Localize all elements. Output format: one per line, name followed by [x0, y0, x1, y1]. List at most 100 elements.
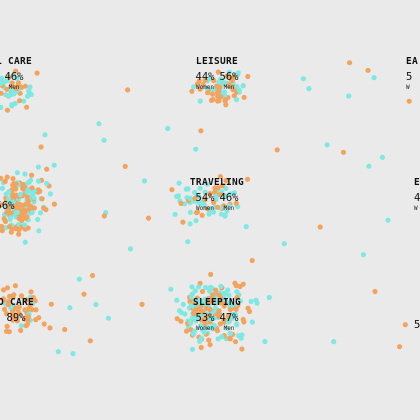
- dot-work: [26, 179, 32, 185]
- dot-stray: [51, 162, 57, 168]
- dot-work: [21, 207, 27, 213]
- dot-traveling: [169, 187, 175, 193]
- dot-stray: [139, 301, 145, 307]
- dot-stray: [281, 241, 287, 247]
- dot-leisure: [226, 82, 232, 88]
- dot-stray: [125, 87, 131, 93]
- dot-sleeping: [221, 292, 227, 298]
- dot-stray: [324, 142, 330, 148]
- dot-personal-care: [2, 79, 8, 85]
- dot-sleeping: [213, 287, 219, 293]
- dot-sleeping: [189, 315, 195, 321]
- dot-personal-care: [13, 68, 19, 74]
- dot-traveling: [174, 193, 180, 199]
- dot-sleeping: [202, 296, 208, 302]
- dot-stray: [249, 257, 255, 264]
- dot-personal-care: [24, 104, 30, 110]
- dot-sleeping: [198, 323, 204, 329]
- dot-traveling: [187, 195, 193, 201]
- dot-sleeping: [174, 297, 180, 303]
- dot-traveling: [192, 195, 198, 201]
- dot-household-care: [12, 312, 18, 318]
- dot-work: [17, 191, 23, 198]
- dot-traveling: [206, 211, 212, 217]
- dot-stray: [346, 93, 352, 99]
- dot-household-care: [33, 317, 39, 323]
- dot-traveling: [227, 191, 233, 197]
- dot-leisure: [210, 96, 216, 103]
- dot-sleeping: [211, 322, 217, 328]
- dot-sleeping: [219, 334, 225, 340]
- dot-work: [7, 216, 13, 222]
- dot-work: [4, 174, 10, 180]
- dot-work: [23, 215, 29, 221]
- dot-stray: [122, 163, 128, 169]
- dot-sleeping: [202, 320, 208, 326]
- dot-household-care: [28, 289, 34, 295]
- dot-traveling: [211, 199, 217, 205]
- dot-traveling: [183, 186, 189, 192]
- dot-sleeping: [194, 297, 201, 303]
- dot-personal-care: [15, 82, 21, 88]
- dot-personal-care: [0, 104, 4, 110]
- dot-sleeping: [232, 339, 239, 345]
- dot-stray: [101, 137, 107, 143]
- dot-traveling: [176, 180, 182, 186]
- dot-leisure: [207, 75, 213, 82]
- dot-household-care: [5, 298, 11, 305]
- dot-work: [10, 176, 16, 182]
- dot-stray: [76, 276, 82, 282]
- dot-work: [19, 202, 26, 208]
- dot-household-care: [18, 323, 24, 329]
- dot-personal-care: [9, 103, 15, 109]
- dot-sleeping: [224, 325, 230, 331]
- dot-work: [6, 196, 12, 202]
- dot-stray: [127, 246, 134, 252]
- dot-stray: [81, 291, 87, 297]
- dot-traveling: [213, 193, 220, 199]
- dot-stray: [189, 346, 196, 352]
- dot-stray: [365, 67, 371, 73]
- dot-sleeping: [198, 335, 204, 341]
- dot-household-care: [47, 325, 53, 331]
- dot-leisure: [191, 84, 197, 90]
- dot-sleeping: [206, 337, 212, 343]
- dot-leisure: [210, 91, 216, 97]
- dot-sleeping: [234, 295, 240, 301]
- dot-work: [35, 164, 42, 170]
- dot-sleeping: [176, 308, 183, 314]
- dot-personal-care: [26, 89, 32, 95]
- dot-household-care: [4, 323, 10, 329]
- dot-stray: [172, 211, 178, 217]
- dot-traveling: [208, 206, 214, 212]
- dot-sleeping: [226, 292, 232, 298]
- dot-sleeping: [193, 307, 199, 313]
- dot-traveling: [221, 193, 228, 199]
- dot-work: [44, 180, 50, 186]
- dot-work: [0, 228, 5, 234]
- dot-sleeping: [239, 332, 245, 338]
- dot-traveling: [207, 191, 213, 197]
- dot-traveling: [204, 181, 210, 187]
- dot-leisure: [224, 73, 230, 79]
- dot-leisure: [245, 73, 251, 80]
- dot-work: [22, 239, 28, 245]
- dot-sleeping: [201, 316, 207, 322]
- dot-work: [16, 216, 22, 222]
- dot-stray: [371, 75, 377, 81]
- dot-sleeping: [215, 336, 221, 342]
- dot-sleeping: [207, 316, 213, 322]
- dot-traveling: [231, 190, 237, 196]
- dot-stray: [145, 215, 152, 221]
- dot-leisure: [209, 87, 215, 93]
- dot-stray: [274, 147, 280, 153]
- dot-household-care: [3, 328, 10, 334]
- dot-sleeping: [240, 281, 246, 287]
- dot-work: [3, 191, 9, 197]
- dot-sleeping: [232, 280, 238, 286]
- dot-sleeping: [229, 298, 235, 304]
- dot-work: [0, 175, 4, 181]
- dot-work: [0, 223, 5, 230]
- dot-stray: [385, 217, 391, 223]
- dot-leisure: [194, 81, 201, 87]
